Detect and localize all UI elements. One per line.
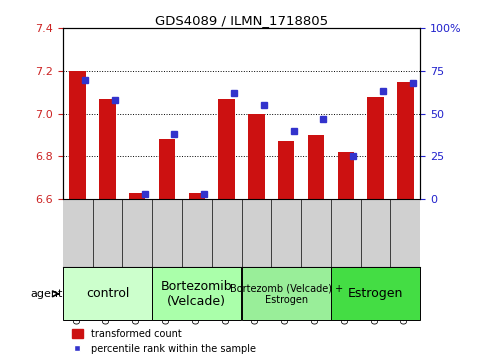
Bar (338, 152, 354, 354)
Bar (63, 267, 152, 320)
Bar (99, 99, 115, 354)
Bar (242, 267, 331, 320)
Bar (159, 139, 175, 354)
Legend: transformed count, percentile rank within the sample: transformed count, percentile rank withi… (68, 325, 260, 354)
Title: GDS4089 / ILMN_1718805: GDS4089 / ILMN_1718805 (155, 14, 328, 27)
Bar (248, 114, 265, 354)
Bar (368, 97, 384, 354)
Bar (278, 141, 294, 354)
Bar (189, 193, 205, 354)
Bar (308, 135, 324, 354)
Text: Bortezomb (Velcade) +
Estrogen: Bortezomb (Velcade) + Estrogen (229, 283, 343, 305)
Bar (331, 267, 420, 320)
Bar (70, 71, 86, 354)
Text: control: control (86, 287, 129, 300)
Text: Estrogen: Estrogen (348, 287, 403, 300)
Bar (129, 193, 145, 354)
Bar (152, 267, 242, 320)
Bar (397, 82, 413, 354)
Text: agent: agent (30, 289, 63, 299)
Text: Bortezomib
(Velcade): Bortezomib (Velcade) (161, 280, 233, 308)
Bar (218, 99, 235, 354)
